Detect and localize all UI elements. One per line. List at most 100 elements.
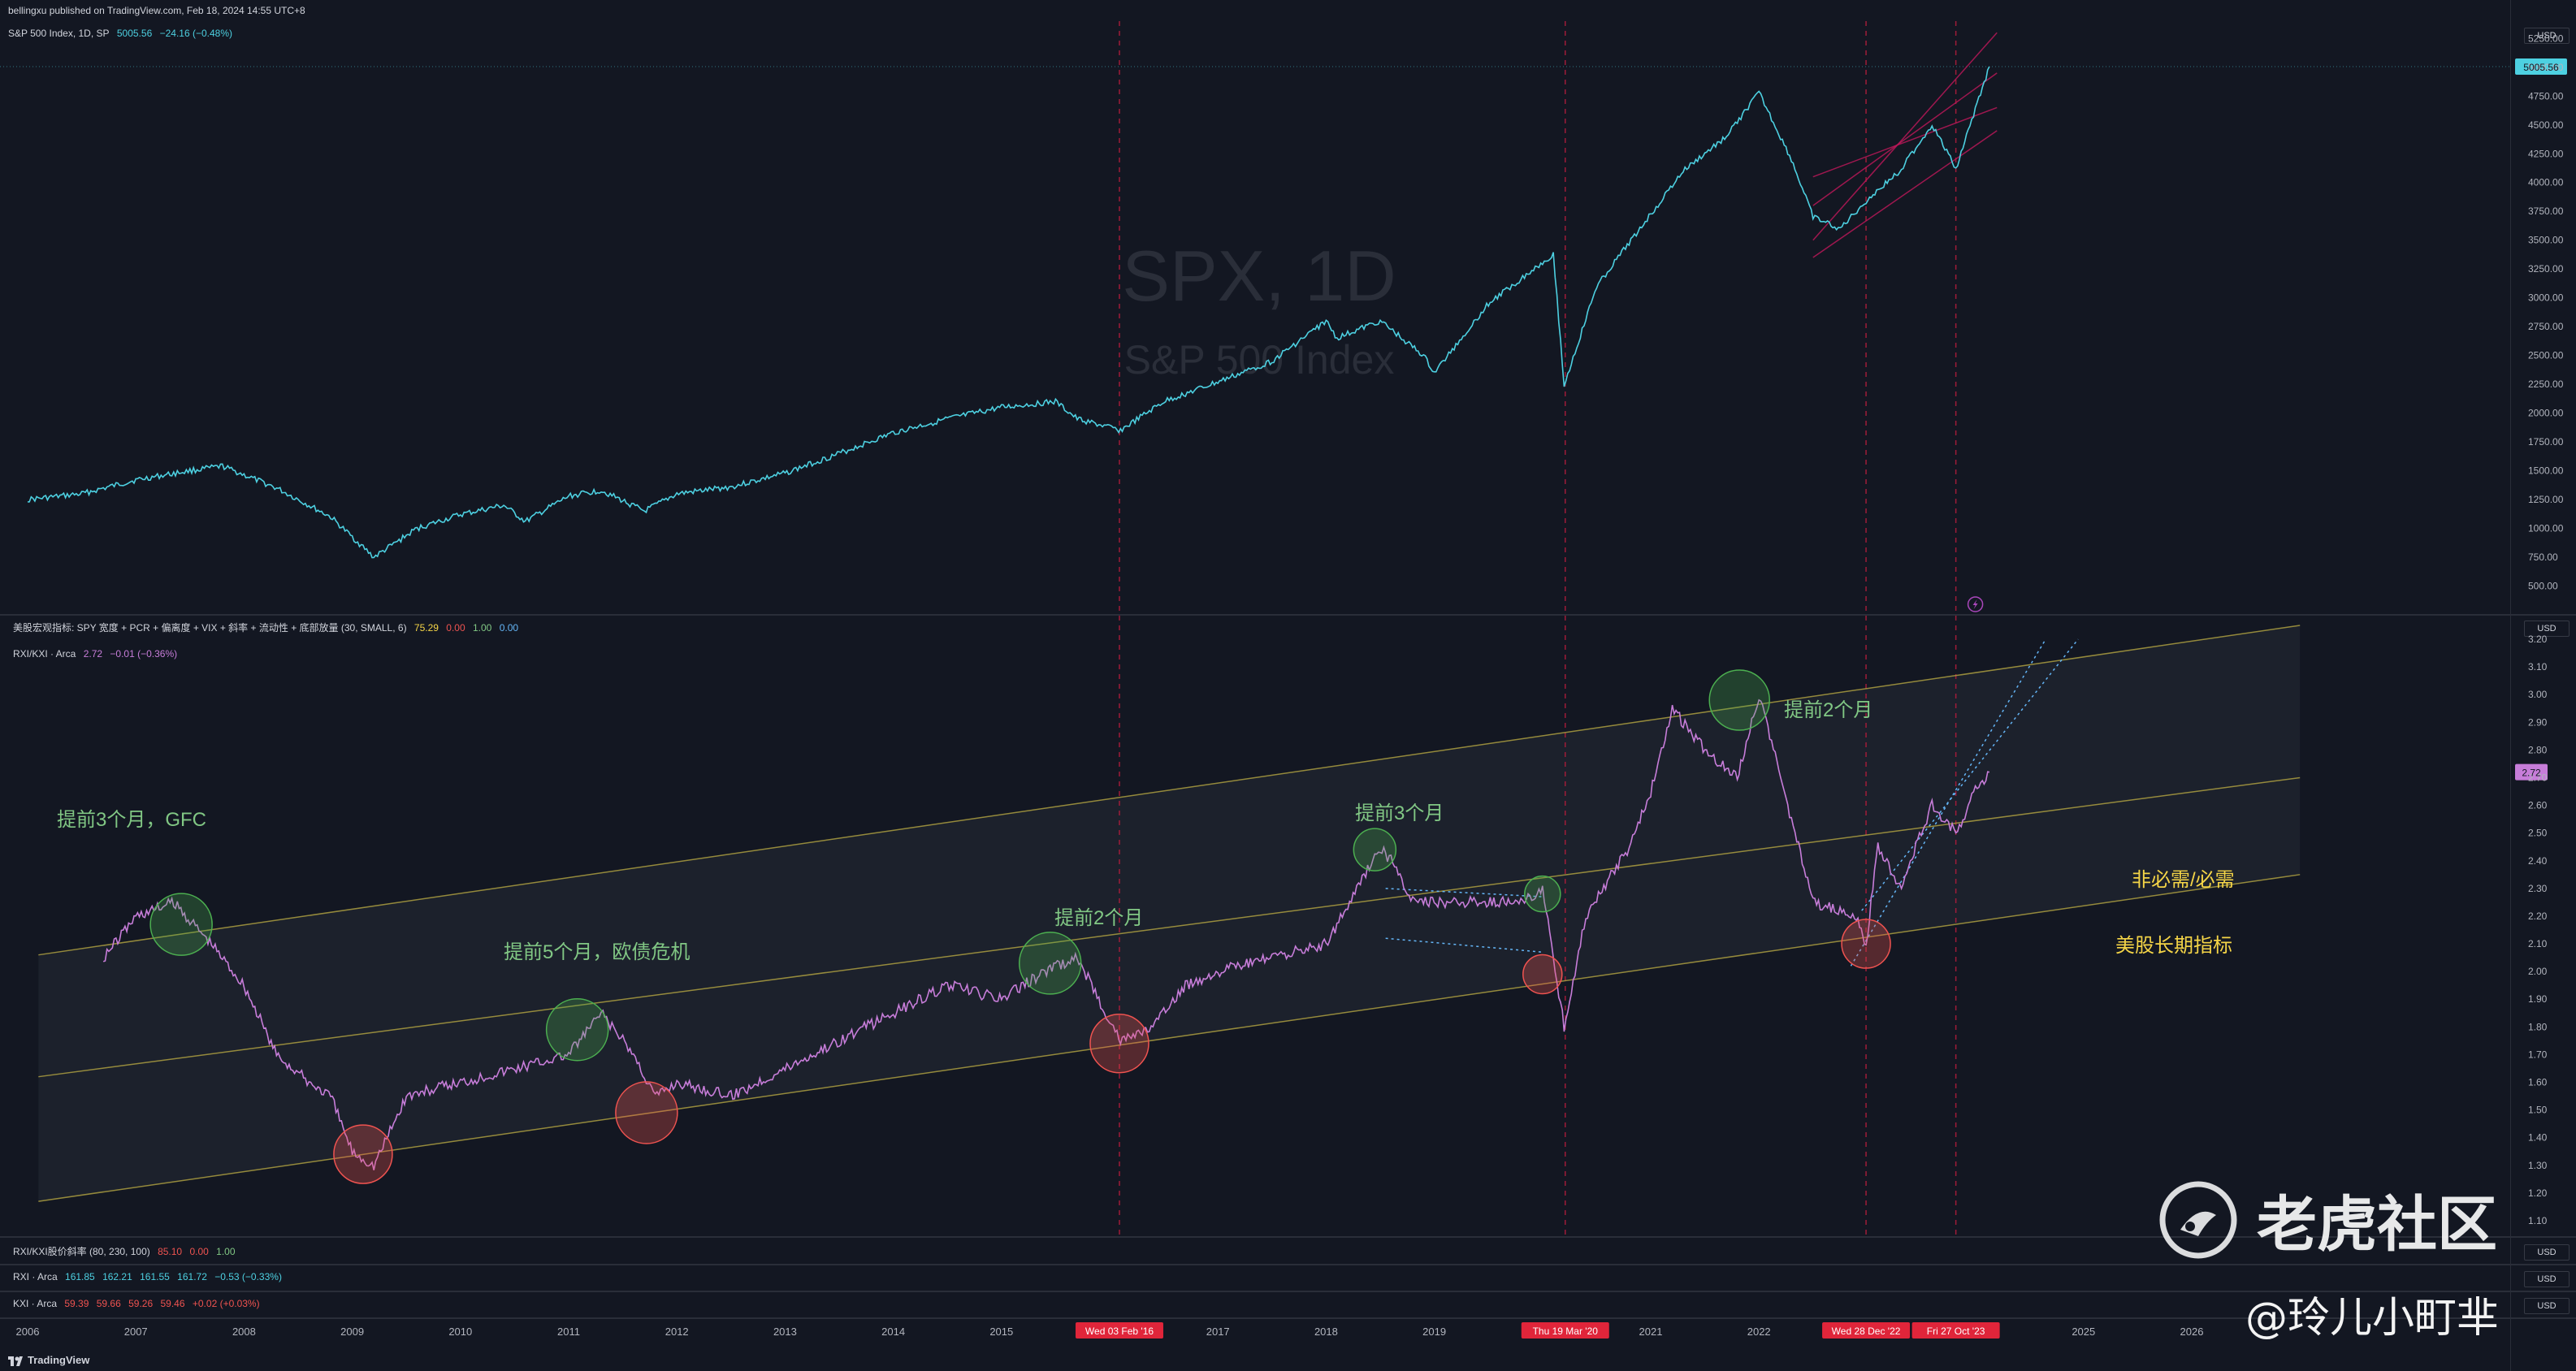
pane-separator-2[interactable] bbox=[0, 1236, 2576, 1238]
tiger-watermark: 老虎社区 bbox=[2158, 1176, 2497, 1263]
author-tag: @玲儿小町芈 bbox=[2245, 1294, 2500, 1343]
pane2-currency[interactable]: USD bbox=[2524, 621, 2570, 637]
spx-price-tick: 4750.00 bbox=[2528, 90, 2564, 102]
rxi-legend[interactable]: RXI · Arca 161.85 162.21 161.55 161.72 −… bbox=[13, 1271, 287, 1282]
rxi-legend-title: RXI · Arca bbox=[13, 1271, 58, 1282]
rxi-legend-high: 162.21 bbox=[102, 1271, 132, 1282]
spx-red-channel-line[interactable] bbox=[1812, 72, 1998, 206]
green-signal-circle[interactable] bbox=[1018, 932, 1082, 995]
ratio-dotted-trendline[interactable] bbox=[1385, 888, 1543, 897]
green-signal-circle[interactable] bbox=[1524, 875, 1561, 913]
time-axis-label: 2018 bbox=[1314, 1326, 1338, 1338]
kxi-legend[interactable]: KXI · Arca 59.39 59.66 59.26 59.46 +0.02… bbox=[13, 1298, 265, 1309]
spx-legend-change: −24.16 (−0.48%) bbox=[159, 28, 233, 39]
pane-separator-4[interactable] bbox=[0, 1291, 2576, 1292]
price-scale-border bbox=[2510, 0, 2511, 1371]
time-axis-event-badge[interactable] bbox=[1521, 1322, 1609, 1339]
spx-watermark-name: S&P 500 Index bbox=[1124, 337, 1395, 383]
spx-last-price-badge[interactable] bbox=[2515, 58, 2567, 75]
channel-upper-line[interactable] bbox=[38, 625, 2301, 956]
ratio-price-tick: 2.70 bbox=[2528, 772, 2548, 784]
spx-price-tick: 2500.00 bbox=[2528, 350, 2564, 361]
tradingview-brand[interactable]: TradingView bbox=[8, 1354, 89, 1366]
time-axis-event-badge[interactable] bbox=[1911, 1322, 2000, 1339]
time-axis-label: 2015 bbox=[989, 1326, 1013, 1338]
green-signal-circle[interactable] bbox=[149, 893, 213, 956]
spx-price-tick: 2750.00 bbox=[2528, 321, 2564, 332]
ratio-price-tick: 1.10 bbox=[2528, 1215, 2548, 1226]
time-axis-event-label: Thu 19 Mar '20 bbox=[1533, 1326, 1599, 1337]
spx-price-tick: 3750.00 bbox=[2528, 205, 2564, 217]
chart-annotation-4: 提前3个月 bbox=[1355, 802, 1444, 824]
red-signal-circle[interactable] bbox=[1841, 919, 1891, 969]
red-signal-circle[interactable] bbox=[333, 1124, 393, 1184]
spx-price-tick: 2000.00 bbox=[2528, 408, 2564, 419]
kxi-legend-change: +0.02 (+0.03%) bbox=[192, 1298, 260, 1309]
ratio-series-line[interactable] bbox=[102, 698, 1990, 1170]
pane-separator-1[interactable] bbox=[0, 614, 2576, 616]
pane-separator-5[interactable] bbox=[0, 1317, 2576, 1319]
pane-separator-3[interactable] bbox=[0, 1264, 2576, 1265]
red-signal-circle[interactable] bbox=[615, 1081, 678, 1144]
time-axis-label: 2006 bbox=[16, 1326, 40, 1338]
ratio-dotted-trendline[interactable] bbox=[1850, 638, 2046, 967]
tradingview-logo-icon bbox=[8, 1356, 23, 1366]
chart-annotation-3: 提前2个月 bbox=[1054, 907, 1143, 929]
ratio-price-tick: 1.30 bbox=[2528, 1160, 2548, 1171]
time-axis-label: 2009 bbox=[340, 1326, 364, 1338]
ratio-price-tick: 1.60 bbox=[2528, 1077, 2548, 1088]
time-axis-event-badge[interactable] bbox=[1822, 1322, 1911, 1339]
green-signal-circle[interactable] bbox=[545, 997, 609, 1062]
ratio-legend[interactable]: RXI/KXI · Arca 2.72 −0.01 (−0.36%) bbox=[13, 648, 182, 660]
ratio-price-tick: 2.30 bbox=[2528, 883, 2548, 894]
channel-middle-line[interactable] bbox=[38, 776, 2301, 1078]
time-axis-label: 2010 bbox=[448, 1326, 472, 1338]
pane3-currency[interactable]: USD bbox=[2524, 1244, 2570, 1261]
spx-red-channel-line[interactable] bbox=[1812, 106, 1998, 178]
ratio-dotted-trendline[interactable] bbox=[1385, 937, 1543, 954]
time-axis-event-badge[interactable] bbox=[1075, 1322, 1163, 1339]
green-signal-circle[interactable] bbox=[1353, 828, 1397, 871]
spx-series-line[interactable] bbox=[27, 66, 1990, 559]
rxi-legend-close: 161.72 bbox=[177, 1271, 207, 1282]
chart-annotation-6: 非必需/必需 bbox=[2132, 869, 2235, 891]
spx-price-tick: 4000.00 bbox=[2528, 177, 2564, 188]
ratio-price-tick: 1.70 bbox=[2528, 1049, 2548, 1060]
slope-legend-title: RXI/KXI股价斜率 (80, 230, 100) bbox=[13, 1246, 150, 1257]
red-signal-circle[interactable] bbox=[1522, 954, 1563, 995]
red-signal-circle[interactable] bbox=[1089, 1014, 1149, 1074]
ratio-legend-title: RXI/KXI · Arca bbox=[13, 648, 76, 660]
time-axis-label: 2013 bbox=[773, 1326, 797, 1338]
spx-red-channel-line[interactable] bbox=[1812, 32, 1998, 241]
ratio-last-value-label: 2.72 bbox=[2522, 768, 2541, 779]
lightning-icon[interactable] bbox=[1967, 596, 1984, 612]
spx-price-tick: 1000.00 bbox=[2528, 523, 2564, 534]
pane4-currency[interactable]: USD bbox=[2524, 1271, 2570, 1287]
slope-legend[interactable]: RXI/KXI股价斜率 (80, 230, 100) 85.10 0.00 1.… bbox=[13, 1244, 240, 1258]
tiger-watermark-text: 老虎社区 bbox=[2257, 1190, 2497, 1260]
green-signal-circle[interactable] bbox=[1708, 669, 1770, 731]
chart-annotation-1: 提前3个月，GFC bbox=[57, 809, 206, 831]
spx-price-tick: 4500.00 bbox=[2528, 119, 2564, 131]
macro-indicator-legend[interactable]: 美股宏观指标: SPY 宽度 + PCR + 偏离度 + VIX + 斜率 + … bbox=[13, 621, 523, 634]
pane5-currency[interactable]: USD bbox=[2524, 1298, 2570, 1314]
spx-price-tick: 3000.00 bbox=[2528, 292, 2564, 304]
ratio-price-tick: 2.40 bbox=[2528, 855, 2548, 867]
spx-legend[interactable]: S&P 500 Index, 1D, SP 5005.56 −24.16 (−0… bbox=[8, 28, 237, 39]
tradingview-brand-label: TradingView bbox=[28, 1354, 90, 1366]
spx-red-channel-line[interactable] bbox=[1812, 130, 1998, 258]
ratio-price-tick: 3.10 bbox=[2528, 661, 2548, 673]
ratio-legend-change: −0.01 (−0.36%) bbox=[110, 648, 178, 660]
ratio-price-tick: 2.90 bbox=[2528, 716, 2548, 728]
ratio-price-tick: 2.60 bbox=[2528, 800, 2548, 811]
pane1-currency[interactable]: USD bbox=[2524, 28, 2570, 44]
macro-indicator-value-3: 1.00 bbox=[473, 622, 492, 634]
ratio-channel-fill bbox=[38, 625, 2301, 1202]
ratio-last-value-badge[interactable] bbox=[2515, 763, 2548, 781]
tiger-logo-icon bbox=[2159, 1181, 2237, 1258]
channel-lower-line[interactable] bbox=[38, 874, 2301, 1202]
ratio-dotted-trendline[interactable] bbox=[1861, 638, 2079, 911]
kxi-legend-open: 59.39 bbox=[64, 1298, 89, 1309]
